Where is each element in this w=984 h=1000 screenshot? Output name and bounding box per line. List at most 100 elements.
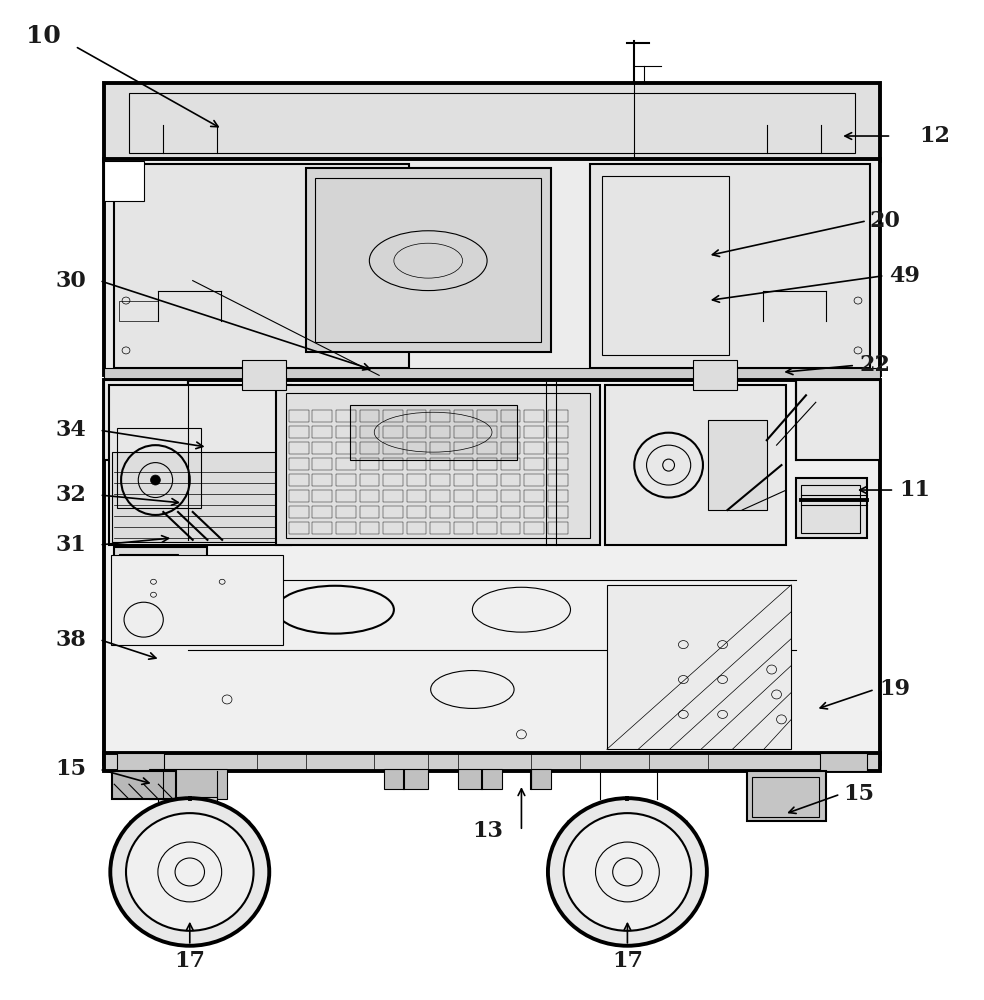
Bar xyxy=(454,490,473,502)
Bar xyxy=(524,474,544,486)
Bar xyxy=(359,458,379,470)
Bar xyxy=(501,458,521,470)
Ellipse shape xyxy=(151,475,160,485)
Bar xyxy=(359,506,379,518)
Bar xyxy=(548,490,568,502)
Bar xyxy=(524,522,544,534)
Bar xyxy=(383,442,402,454)
Bar xyxy=(117,753,164,771)
Bar xyxy=(430,522,450,534)
Bar xyxy=(406,442,426,454)
Bar xyxy=(796,478,867,538)
Bar xyxy=(277,385,600,545)
Text: 15: 15 xyxy=(55,758,87,780)
Bar xyxy=(336,458,355,470)
Bar xyxy=(548,506,568,518)
Bar xyxy=(548,442,568,454)
Bar xyxy=(104,368,880,382)
Bar xyxy=(104,380,188,460)
Bar xyxy=(289,506,309,518)
Bar xyxy=(313,522,332,534)
Bar xyxy=(406,474,426,486)
Bar xyxy=(430,426,450,438)
Bar xyxy=(114,164,408,368)
Bar xyxy=(406,490,426,502)
Bar xyxy=(524,442,544,454)
Bar xyxy=(359,426,379,438)
Bar xyxy=(336,506,355,518)
Bar xyxy=(524,410,544,422)
Text: 15: 15 xyxy=(843,783,874,805)
Bar xyxy=(747,771,826,821)
Bar xyxy=(112,771,176,799)
Bar xyxy=(316,178,541,342)
Bar xyxy=(111,555,283,645)
Bar xyxy=(336,490,355,502)
Bar xyxy=(313,458,332,470)
Bar xyxy=(590,164,870,368)
Bar xyxy=(454,474,473,486)
Bar xyxy=(707,420,767,510)
Bar xyxy=(501,490,521,502)
Ellipse shape xyxy=(110,798,270,946)
Bar xyxy=(383,474,402,486)
Bar xyxy=(477,474,497,486)
Bar xyxy=(454,458,473,470)
Bar xyxy=(501,426,521,438)
Bar xyxy=(524,426,544,438)
Bar xyxy=(289,426,309,438)
Bar xyxy=(289,458,309,470)
Bar xyxy=(531,769,551,789)
Bar xyxy=(501,522,521,534)
Bar xyxy=(406,506,426,518)
Bar xyxy=(454,506,473,518)
Bar xyxy=(693,360,737,390)
Bar xyxy=(605,385,786,545)
Bar xyxy=(117,428,201,508)
Bar xyxy=(430,474,450,486)
Bar xyxy=(430,410,450,422)
Bar xyxy=(149,769,227,799)
Bar xyxy=(289,442,309,454)
Bar xyxy=(524,490,544,502)
Bar xyxy=(289,522,309,534)
Bar xyxy=(383,522,402,534)
Bar xyxy=(454,410,473,422)
Bar xyxy=(477,458,497,470)
Bar xyxy=(384,769,428,789)
Bar xyxy=(383,490,402,502)
Bar xyxy=(524,458,544,470)
Text: 13: 13 xyxy=(472,820,503,842)
Bar xyxy=(430,442,450,454)
Bar xyxy=(104,380,880,764)
Bar xyxy=(454,426,473,438)
Bar xyxy=(313,410,332,422)
Bar xyxy=(752,777,819,817)
Bar xyxy=(119,301,158,320)
Bar xyxy=(383,426,402,438)
Bar xyxy=(306,168,551,352)
Bar xyxy=(119,554,178,582)
Bar xyxy=(501,442,521,454)
Text: 49: 49 xyxy=(890,265,920,287)
Bar xyxy=(477,426,497,438)
Bar xyxy=(454,442,473,454)
Ellipse shape xyxy=(548,798,707,946)
Text: 17: 17 xyxy=(174,950,206,972)
Bar xyxy=(289,490,309,502)
Bar xyxy=(289,474,309,486)
Bar xyxy=(104,83,880,161)
Bar xyxy=(501,474,521,486)
Bar xyxy=(477,410,497,422)
Bar xyxy=(454,522,473,534)
Bar xyxy=(383,410,402,422)
Text: 38: 38 xyxy=(55,629,87,651)
Ellipse shape xyxy=(564,813,691,931)
Bar xyxy=(359,474,379,486)
Bar xyxy=(477,442,497,454)
Ellipse shape xyxy=(126,813,254,931)
Bar xyxy=(336,442,355,454)
Bar xyxy=(430,490,450,502)
Bar xyxy=(359,490,379,502)
Bar xyxy=(430,506,450,518)
